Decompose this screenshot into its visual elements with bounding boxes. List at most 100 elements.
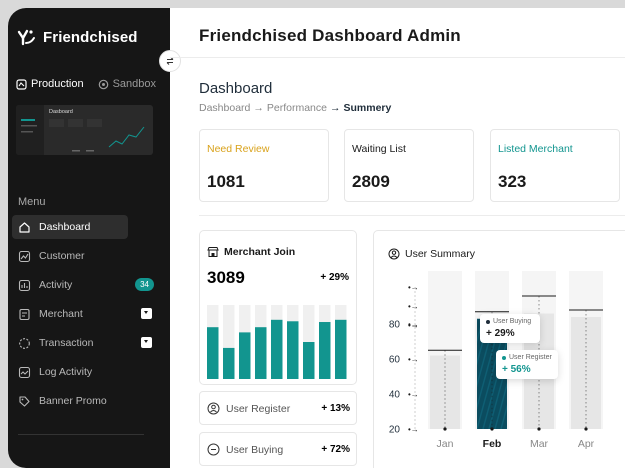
baseline-dot [443, 427, 447, 431]
mini-row-label: User Buying [226, 444, 284, 456]
merchant-join-chart [207, 305, 347, 379]
axis-arrow-icon: •→ [408, 355, 419, 364]
sidebar: Friendchised Production Sandbox Dasboard [8, 8, 170, 468]
merchant-icon [18, 308, 31, 321]
sidebar-item-activity[interactable]: Activity 34 [12, 273, 154, 297]
x-tick-label: Mar [530, 438, 549, 450]
card-title-label: Merchant Join [224, 246, 296, 258]
breadcrumb: Dashboard → Performance → Summery [199, 102, 391, 114]
merchant-join-card: Merchant Join 3089 + 29% [199, 230, 357, 385]
mini-row-value: + 72% [321, 444, 350, 455]
sidebar-menu: Dashboard Customer Activity 34 Merchant [12, 215, 154, 418]
sidebar-item-label: Log Activity [39, 366, 93, 378]
merchant-join-title: Merchant Join [207, 246, 295, 258]
sandbox-icon [98, 79, 109, 90]
stat-value: 1081 [207, 172, 245, 191]
tooltip-label: User Register [509, 354, 552, 361]
x-tick-label: Jan [437, 438, 454, 450]
bar [207, 327, 219, 379]
bar-track [223, 305, 235, 379]
axis-arrow-icon: •→ [408, 425, 419, 434]
stat-value: 2809 [352, 172, 390, 191]
sidebar-item-log-activity[interactable]: Log Activity [12, 360, 128, 384]
brand-name: Friendchised [43, 28, 138, 46]
user-buying-icon [207, 443, 220, 456]
section-divider [199, 215, 625, 216]
sidebar-item-label: Transaction [39, 337, 94, 349]
stat-card-waiting-list[interactable]: Waiting List 2809 [344, 129, 474, 202]
baseline-dot [584, 427, 588, 431]
x-tick-label: Feb [483, 438, 502, 450]
env-production[interactable]: Production [16, 78, 84, 90]
banner-icon [18, 395, 31, 408]
sidebar-item-label: Customer [39, 250, 85, 262]
activity-count-badge: 34 [135, 278, 154, 291]
user-register-row[interactable]: User Register + 13% [199, 391, 357, 425]
breadcrumb-arrow-icon: → [329, 102, 341, 114]
tooltip-value: + 56% [502, 364, 531, 375]
card-title-label: User Summary [405, 248, 476, 260]
env-production-label: Production [31, 78, 84, 90]
y-tick-label: 60 [389, 355, 401, 366]
bar [223, 347, 235, 379]
transaction-icon [18, 337, 31, 350]
mini-row-label: User Register [226, 403, 291, 415]
axis-arrow-icon: •→ [408, 390, 419, 399]
legend-dot [486, 319, 490, 324]
sidebar-item-transaction[interactable]: Transaction [12, 331, 152, 355]
brand[interactable]: Friendchised [17, 28, 138, 46]
stat-card-need-review[interactable]: Need Review 1081 [199, 129, 329, 202]
bar [271, 319, 283, 379]
menu-label: Menu [18, 196, 46, 208]
sidebar-item-label: Activity [39, 279, 73, 291]
axis-arrow-icon: •→ [408, 321, 419, 330]
dashboard-preview-thumbnail[interactable]: Dasboard [16, 105, 153, 155]
user-icon [207, 402, 220, 415]
user-summary-card: User Summary •→ •→ •→ 20 •→ 40 •→ 60 •→ 80 •→ Jan Fe… [373, 230, 625, 468]
env-sandbox-label: Sandbox [112, 78, 157, 90]
tooltip-label: User Buying [493, 318, 532, 325]
logo-icon [17, 28, 37, 46]
preview-sidebar [16, 105, 44, 155]
chevron-down-icon[interactable] [141, 308, 152, 319]
breadcrumb-arrow-icon: → [253, 102, 264, 114]
chevron-down-icon[interactable] [141, 337, 152, 348]
tooltip-user-register: User Register + 56% [496, 350, 558, 379]
stat-label: Waiting List [352, 143, 406, 155]
breadcrumb-current: Summery [343, 102, 392, 114]
sidebar-item-label: Merchant [39, 308, 83, 320]
axis-arrow-icon: •→ [408, 320, 419, 329]
tooltip-value: + 29% [486, 328, 515, 339]
env-sandbox[interactable]: Sandbox [98, 78, 156, 90]
bar-hatch [500, 404, 507, 429]
sidebar-item-customer[interactable]: Customer [12, 244, 128, 268]
breadcrumb-item-performance[interactable]: Performance [266, 102, 327, 114]
app-window: Friendchised Production Sandbox Dasboard [8, 8, 625, 468]
legend-dot [502, 355, 506, 360]
user-summary-title: User Summary [388, 248, 475, 260]
tooltip-user-buying: User Buying + 29% [480, 314, 540, 343]
merchant-join-total: 3089 [207, 268, 245, 287]
activity-icon [18, 279, 31, 292]
production-icon [16, 78, 27, 90]
stat-value: 323 [498, 172, 527, 191]
bar-hatch [477, 318, 484, 344]
y-tick-label: 40 [389, 390, 401, 401]
bar [571, 317, 601, 429]
store-icon [207, 246, 219, 258]
sidebar-item-label: Banner Promo [39, 395, 107, 407]
axis-arrow-icon: •→ [408, 283, 419, 292]
home-icon [18, 221, 31, 234]
sidebar-item-dashboard[interactable]: Dashboard [12, 215, 128, 239]
x-tick-label: Apr [578, 438, 595, 450]
sidebar-item-merchant[interactable]: Merchant [12, 302, 152, 326]
user-icon [388, 248, 400, 260]
preview-chart [21, 119, 145, 152]
top-bar: Friendchised Dashboard Admin [170, 8, 625, 58]
stat-card-listed-merchant[interactable]: Listed Merchant 323 [490, 129, 620, 202]
log-icon [18, 366, 31, 379]
sidebar-item-banner-promo[interactable]: Banner Promo [12, 389, 128, 413]
breadcrumb-item-dashboard[interactable]: Dashboard [199, 102, 251, 114]
bar [255, 327, 267, 379]
